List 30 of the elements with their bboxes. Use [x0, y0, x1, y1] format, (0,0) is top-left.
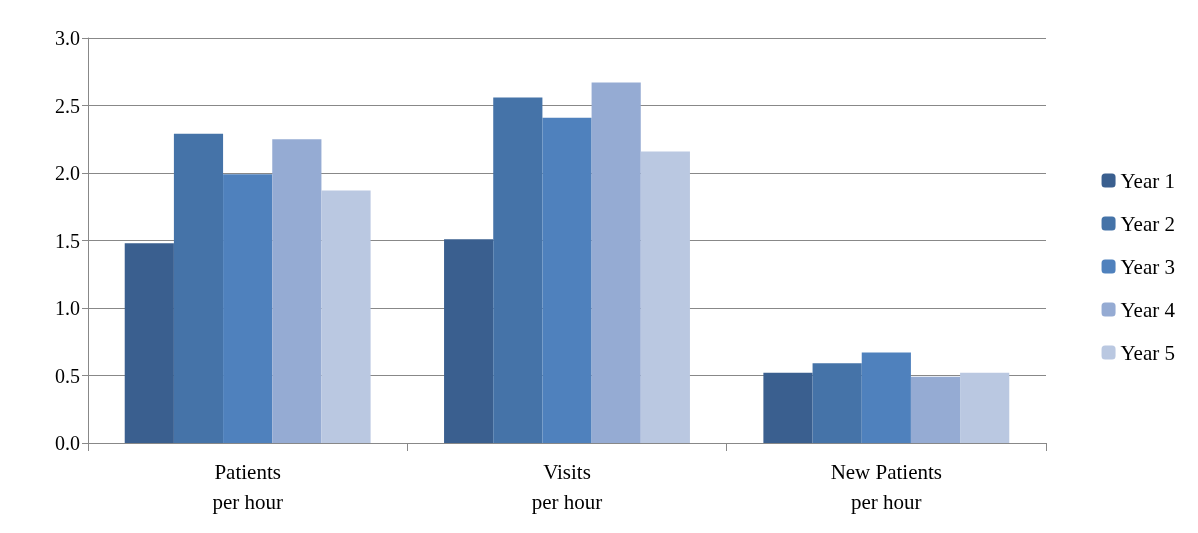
legend-label: Year 3: [1120, 254, 1175, 279]
bar: [223, 174, 273, 443]
bar: [910, 376, 961, 443]
y-tick-label: 1.0: [55, 297, 80, 319]
y-tick-label: 2.0: [55, 162, 80, 184]
bar: [444, 239, 494, 443]
y-tick-label: 0.5: [55, 364, 80, 387]
legend-label: Year 1: [1120, 168, 1175, 193]
bar: [493, 97, 543, 443]
bar: [812, 363, 862, 443]
legend-label: Year 5: [1120, 340, 1175, 365]
bar: [591, 82, 641, 443]
legend-label: Year 4: [1120, 297, 1176, 322]
y-tick-label: 2.5: [55, 94, 80, 117]
y-tick-label: 1.5: [55, 229, 80, 252]
bar: [173, 133, 224, 443]
legend-label: Year 2: [1120, 211, 1175, 236]
bar: [321, 190, 371, 443]
bar: [861, 352, 911, 443]
bar: [124, 243, 174, 443]
bar: [960, 372, 1010, 443]
x-tick-label: Patients per hour: [212, 460, 283, 514]
x-tick-label: New Patients per hour: [830, 460, 943, 514]
bar: [640, 151, 690, 443]
bar: [542, 117, 592, 443]
x-tick-label: Visits per hour: [531, 460, 603, 514]
bar: [272, 139, 322, 443]
y-tick-label: 3.0: [55, 27, 80, 49]
y-tick-label: 0.0: [55, 432, 80, 454]
bar: [763, 372, 813, 443]
